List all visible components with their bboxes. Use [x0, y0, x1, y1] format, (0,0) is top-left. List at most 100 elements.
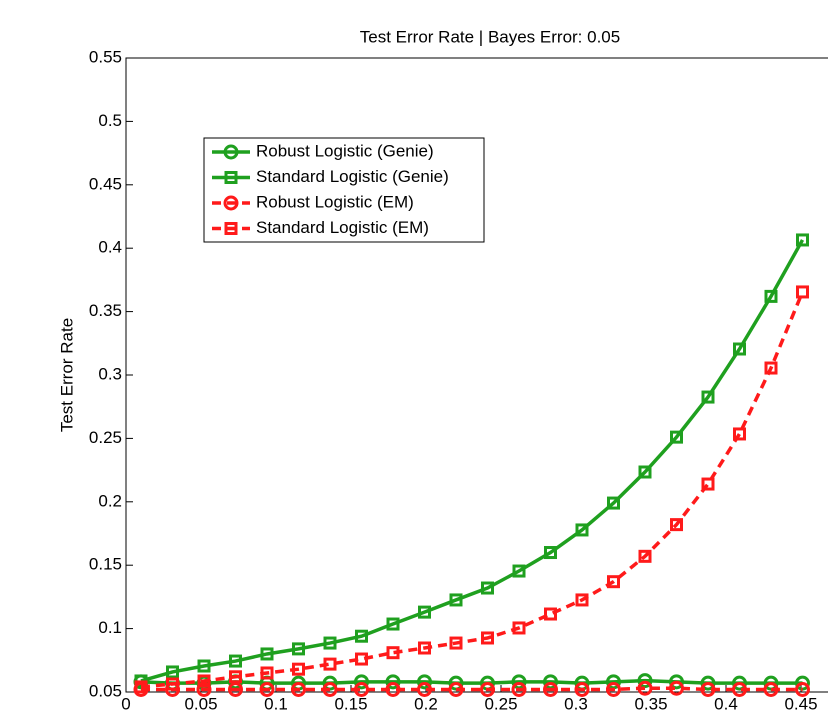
- y-tick-label: 0.4: [98, 238, 122, 257]
- point: [700, 681, 716, 697]
- point: [355, 629, 368, 643]
- point: [733, 427, 746, 441]
- point: [574, 681, 590, 697]
- point: [638, 465, 652, 479]
- point: [197, 674, 211, 688]
- point: [229, 670, 242, 684]
- point: [512, 564, 526, 578]
- legend-marker: [224, 171, 238, 184]
- y-tick-label: 0.3: [98, 364, 122, 383]
- point: [386, 617, 400, 631]
- y-tick-label: 0.5: [98, 111, 122, 130]
- point: [260, 647, 274, 661]
- point: [575, 593, 589, 607]
- point: [481, 631, 494, 645]
- y-tick-label: 0.55: [89, 47, 122, 66]
- x-tick-label: 0.15: [334, 694, 367, 712]
- point: [323, 657, 337, 671]
- legend-label: Robust Logistic (Genie): [256, 141, 434, 160]
- series-line: [140, 291, 805, 689]
- x-tick-label: 0.3: [564, 694, 588, 712]
- series-line: [140, 678, 803, 685]
- point: [449, 593, 463, 607]
- point: [607, 575, 620, 589]
- y-tick-label: 0.15: [89, 555, 122, 574]
- x-tick-label: 0.45: [784, 694, 817, 712]
- y-tick-label: 0.05: [89, 681, 122, 700]
- point: [417, 674, 432, 690]
- point: [669, 674, 684, 690]
- point: [134, 680, 148, 694]
- point: [292, 662, 305, 676]
- point: [701, 477, 715, 491]
- point: [733, 342, 746, 356]
- y-axis-label: Test Error Rate: [57, 318, 76, 432]
- point: [385, 681, 401, 697]
- point: [292, 642, 305, 656]
- point: [764, 289, 778, 303]
- point: [197, 659, 211, 673]
- x-tick-label: 0.2: [414, 694, 438, 712]
- point: [637, 673, 653, 689]
- point: [795, 681, 810, 697]
- x-tick-label: 0.1: [264, 694, 288, 712]
- x-tick-label: 0.35: [634, 694, 667, 712]
- x-tick-label: 0: [121, 694, 130, 712]
- point: [385, 674, 401, 690]
- y-tick-label: 0.35: [89, 301, 122, 320]
- point: [670, 430, 683, 444]
- point: [291, 681, 306, 697]
- point: [575, 523, 589, 537]
- y-tick-label: 0.1: [98, 618, 122, 637]
- point: [323, 636, 337, 650]
- point: [386, 646, 400, 660]
- point: [322, 681, 338, 697]
- point: [418, 641, 431, 655]
- legend-label: Standard Logistic (Genie): [256, 167, 449, 186]
- point: [544, 607, 557, 621]
- point: [448, 681, 464, 697]
- point: [763, 681, 779, 697]
- point: [166, 665, 179, 679]
- point: [449, 636, 463, 650]
- x-tick-label: 0.4: [714, 694, 738, 712]
- point: [764, 361, 778, 375]
- point: [229, 654, 242, 668]
- point: [166, 677, 179, 691]
- point: [259, 681, 275, 697]
- legend-box: [203, 137, 485, 243]
- series-line: [140, 239, 805, 683]
- point: [354, 674, 369, 690]
- point: [354, 681, 369, 697]
- point: [638, 549, 652, 563]
- point: [544, 546, 557, 560]
- point: [607, 496, 620, 510]
- point: [228, 681, 243, 697]
- x-tick-label: 0.25: [484, 694, 517, 712]
- point: [637, 680, 653, 696]
- point: [481, 581, 494, 595]
- point: [606, 681, 621, 697]
- legend-marker: [223, 195, 239, 211]
- point: [260, 666, 274, 680]
- point: [796, 285, 809, 299]
- x-tick-label: 0.05: [184, 694, 217, 712]
- point: [670, 518, 683, 532]
- point: [480, 681, 495, 697]
- point: [417, 681, 432, 697]
- legend-label: Standard Logistic (EM): [256, 218, 429, 237]
- point: [543, 681, 558, 697]
- y-tick-label: 0.25: [89, 428, 122, 447]
- point: [511, 681, 527, 697]
- y-tick-label: 0.2: [98, 491, 122, 510]
- point: [196, 681, 212, 697]
- legend-marker: [224, 222, 238, 235]
- point: [701, 390, 715, 404]
- point: [669, 680, 684, 696]
- point: [732, 681, 747, 697]
- point: [700, 675, 716, 691]
- legend-label: Robust Logistic (EM): [256, 192, 414, 211]
- point: [732, 675, 747, 691]
- point: [512, 621, 526, 635]
